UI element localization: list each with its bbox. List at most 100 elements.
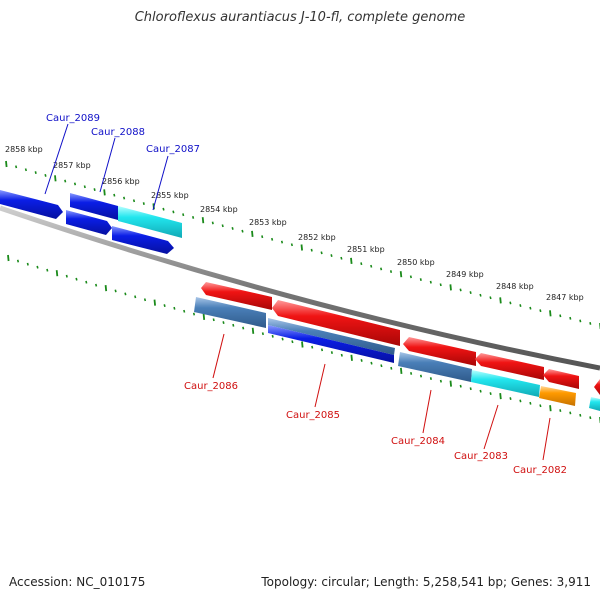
minor-tick — [469, 387, 472, 391]
minor-tick — [429, 280, 432, 284]
minor-tick — [559, 314, 562, 318]
kbp-label: 2854 kbp — [200, 205, 238, 214]
major-tick — [549, 405, 552, 412]
minor-tick — [65, 274, 68, 278]
gene-arrow-red — [475, 353, 544, 380]
kbp-labels: 2858 kbp 2857 kbp 2856 kbp 2855 kbp 2854… — [5, 145, 584, 302]
minor-tick — [36, 265, 39, 269]
minor-tick — [16, 259, 20, 263]
minor-tick — [221, 224, 224, 228]
kbp-label: 2858 kbp — [5, 145, 43, 154]
gene-bar-cyan — [589, 397, 600, 411]
minor-tick — [380, 267, 383, 271]
minor-tick — [360, 359, 363, 362]
minor-tick — [370, 361, 373, 365]
minor-tick — [410, 372, 413, 375]
minor-tick — [370, 264, 373, 268]
minor-tick — [419, 374, 423, 378]
minor-tick — [280, 240, 284, 244]
kbp-label: 2852 kbp — [298, 233, 336, 242]
major-tick — [104, 285, 108, 292]
minor-tick — [380, 364, 383, 368]
minor-tick — [439, 379, 442, 383]
major-tick — [449, 284, 452, 291]
major-tick — [301, 341, 304, 348]
minor-tick — [340, 353, 343, 357]
minor-tick — [85, 280, 88, 284]
major-tick — [499, 393, 502, 400]
gene-arrow-red — [403, 337, 476, 366]
minor-tick — [589, 322, 592, 325]
minor-tick — [123, 196, 126, 200]
gene-label: Caur_2086 — [184, 381, 238, 392]
gene-arrow-red — [272, 300, 400, 346]
minor-tick — [162, 207, 165, 211]
minor-tick — [24, 168, 27, 172]
minor-tick — [559, 409, 562, 412]
major-tick — [350, 354, 353, 361]
minor-tick — [75, 277, 78, 281]
kbp-label: 2855 kbp — [151, 191, 189, 200]
minor-tick — [231, 227, 234, 230]
minor-tick — [163, 304, 166, 307]
gene-bar-steel — [398, 352, 472, 382]
accession-text: Accession: NC_010175 — [9, 575, 146, 589]
gene-bar-steel — [268, 318, 395, 355]
minor-tick — [132, 199, 136, 203]
minor-tick — [489, 392, 492, 395]
minor-tick — [509, 301, 512, 305]
major-tick — [549, 310, 552, 317]
gene-arrow-red — [594, 379, 600, 395]
minor-tick — [212, 318, 215, 322]
kbp-label: 2847 kbp — [546, 293, 584, 302]
minor-tick — [539, 404, 542, 408]
kbp-label: 2857 kbp — [53, 161, 91, 170]
major-tick — [153, 299, 156, 306]
major-tick — [7, 254, 10, 262]
kbp-label: 2848 kbp — [496, 282, 534, 291]
minor-tick — [311, 345, 314, 349]
gene-arrow-blue — [66, 210, 112, 235]
minor-tick — [529, 401, 532, 405]
minor-tick — [142, 202, 145, 205]
minor-tick — [182, 213, 185, 217]
major-tick — [300, 244, 303, 251]
kbp-label: 2853 kbp — [249, 218, 287, 227]
minor-tick — [44, 174, 47, 177]
gene-bar-cyan — [471, 370, 540, 397]
minor-tick — [271, 334, 274, 338]
gene-arrow-blue — [0, 190, 63, 219]
scale-ticks — [5, 160, 600, 424]
gene-labels: Caur_2089 Caur_2088 Caur_2087 Caur_2086 … — [46, 113, 567, 476]
major-tick — [449, 380, 452, 387]
minor-tick — [330, 351, 333, 354]
page-title: Chloroflexus aurantiacus J-10-fl, comple… — [134, 10, 466, 25]
minor-tick — [429, 377, 432, 380]
minor-tick — [390, 366, 393, 370]
minor-tick — [389, 270, 393, 273]
minor-tick — [479, 389, 482, 393]
major-tick — [251, 327, 255, 334]
minor-tick — [469, 291, 472, 294]
gene-label: Caur_2083 — [454, 451, 508, 462]
gene-label: Caur_2084 — [391, 436, 445, 447]
reverse-callouts — [212, 333, 551, 461]
minor-tick — [34, 171, 37, 174]
gene-bar-steel — [194, 297, 266, 328]
minor-tick — [569, 316, 572, 320]
minor-tick — [419, 278, 422, 281]
minor-tick — [222, 321, 225, 324]
forward-genes — [0, 190, 182, 254]
minor-tick — [579, 319, 582, 323]
minor-tick — [83, 185, 86, 189]
minor-tick — [340, 256, 343, 260]
minor-tick — [26, 262, 29, 266]
minor-tick — [114, 289, 117, 293]
minor-tick — [290, 243, 293, 247]
gene-label: Caur_2087 — [146, 144, 200, 155]
gene-arrow-cyan — [118, 206, 182, 238]
minor-tick — [519, 399, 522, 403]
kbp-label: 2849 kbp — [446, 270, 484, 279]
genome-backbone — [0, 205, 600, 371]
minor-tick — [489, 296, 492, 300]
